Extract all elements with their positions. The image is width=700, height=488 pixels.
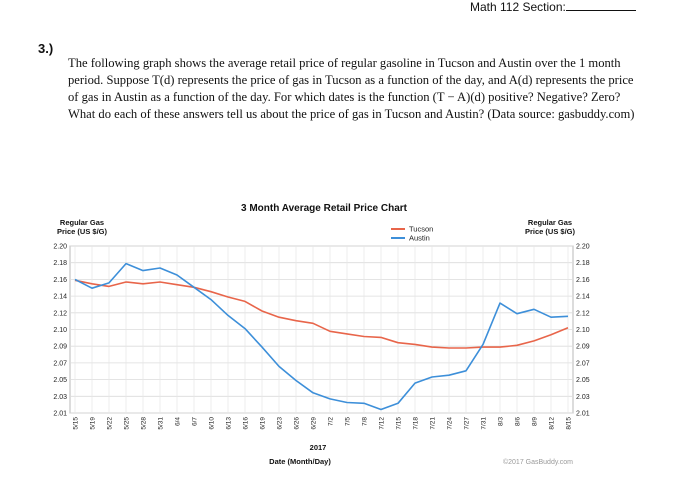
series-line-tucson: [74, 279, 569, 349]
y-tick-label-right: 2.16: [576, 277, 590, 284]
x-tick-label: 6/4: [175, 417, 182, 426]
x-tick-label: 8/3: [498, 417, 505, 426]
x-tick-label: 5/28: [141, 417, 148, 430]
x-tick-label: 7/2: [328, 417, 335, 426]
x-tick-label: 7/24: [447, 417, 454, 430]
x-tick-label: 8/6: [515, 417, 522, 426]
x-tick-label: 7/21: [430, 417, 437, 430]
x-tick-label: 5/19: [90, 417, 97, 430]
x-tick-label: 7/31: [481, 417, 488, 430]
x-tick-label: 6/10: [209, 417, 216, 430]
x-tick-label: 8/12: [549, 417, 556, 430]
y-tick-label-left: 2.03: [53, 394, 67, 401]
left-axis-label-line1: Regular Gas: [60, 218, 104, 227]
x-tick-label: 6/16: [243, 417, 250, 430]
x-tick-label: 7/12: [379, 417, 386, 430]
x-tick-label: 7/18: [413, 417, 420, 430]
y-tick-label-right: 2.12: [576, 310, 590, 317]
y-tick-label-left: 2.01: [53, 411, 67, 418]
x-tick-label: 5/25: [124, 417, 131, 430]
problem-text: The following graph shows the average re…: [68, 56, 635, 121]
chart-lines: [74, 262, 569, 411]
y-tick-label-left: 2.05: [53, 377, 67, 384]
x-axis-label: Date (Month/Day): [269, 457, 331, 466]
x-tick-label: 6/26: [294, 417, 301, 430]
y-tick-label-left: 2.14: [53, 294, 67, 301]
chart-credit: ©2017 GasBuddy.com: [503, 458, 573, 466]
gas-price-chart: 3 Month Average Retail Price Chart Regul…: [44, 196, 600, 472]
x-tick-label: 7/15: [396, 417, 403, 430]
legend-label-tucson: Tucson: [409, 225, 433, 234]
y-tick-label-left: 2.10: [53, 327, 67, 334]
y-tick-label-right: 2.07: [576, 360, 590, 367]
x-tick-label: 7/27: [464, 417, 471, 430]
y-tick-label-left: 2.16: [53, 277, 67, 284]
chart-axis-labels: 2.20 2.20 2.18 2.18 2.16 2.16 2.14 2.14 2.12 2.12…: [53, 244, 589, 430]
y-tick-label-right: 2.20: [576, 244, 590, 251]
section-blank-line: [565, 1, 636, 11]
y-tick-label-left: 2.09: [53, 344, 67, 351]
chart-grid: [69, 245, 574, 414]
section-label: Math 112 Section:: [470, 0, 566, 14]
year-label: 2017: [310, 443, 327, 452]
x-tick-label: 7/8: [362, 417, 369, 426]
y-tick-label-right: 2.01: [576, 411, 590, 418]
series-line-austin: [74, 262, 569, 411]
right-axis-label-line1: Regular Gas: [528, 218, 572, 227]
y-tick-label-left: 2.12: [53, 310, 67, 317]
chart-title: 3 Month Average Retail Price Chart: [241, 203, 408, 214]
y-tick-label-right: 2.09: [576, 344, 590, 351]
x-tick-label: 8/9: [532, 417, 539, 426]
y-tick-label-right: 2.03: [576, 394, 590, 401]
y-tick-label-right: 2.10: [576, 327, 590, 334]
y-tick-label-left: 2.20: [53, 244, 67, 251]
x-tick-label: 7/5: [345, 417, 352, 426]
y-tick-label-right: 2.14: [576, 294, 590, 301]
gas-price-chart-svg: 3 Month Average Retail Price Chart Regul…: [53, 203, 589, 466]
x-tick-label: 6/19: [260, 417, 267, 430]
x-tick-label: 5/22: [107, 417, 114, 430]
x-tick-label: 6/13: [226, 417, 233, 430]
x-tick-label: 6/23: [277, 417, 284, 430]
legend-label-austin: Austin: [409, 234, 430, 243]
section-header: Math 112 Section:: [470, 0, 636, 14]
x-tick-label: 8/15: [566, 417, 573, 430]
x-tick-label: 6/29: [311, 417, 318, 430]
y-tick-label-right: 2.18: [576, 260, 590, 267]
x-tick-label: 5/31: [158, 417, 165, 430]
problem-number: 3.): [38, 41, 54, 56]
y-tick-label-left: 2.07: [53, 360, 67, 367]
right-axis-label-line2: Price (US $/G): [525, 227, 576, 236]
x-tick-label: 5/15: [73, 417, 80, 430]
left-axis-label-line2: Price (US $/G): [57, 227, 108, 236]
y-tick-label-right: 2.05: [576, 377, 590, 384]
x-tick-label: 6/7: [192, 417, 199, 426]
y-tick-label-left: 2.18: [53, 260, 67, 267]
